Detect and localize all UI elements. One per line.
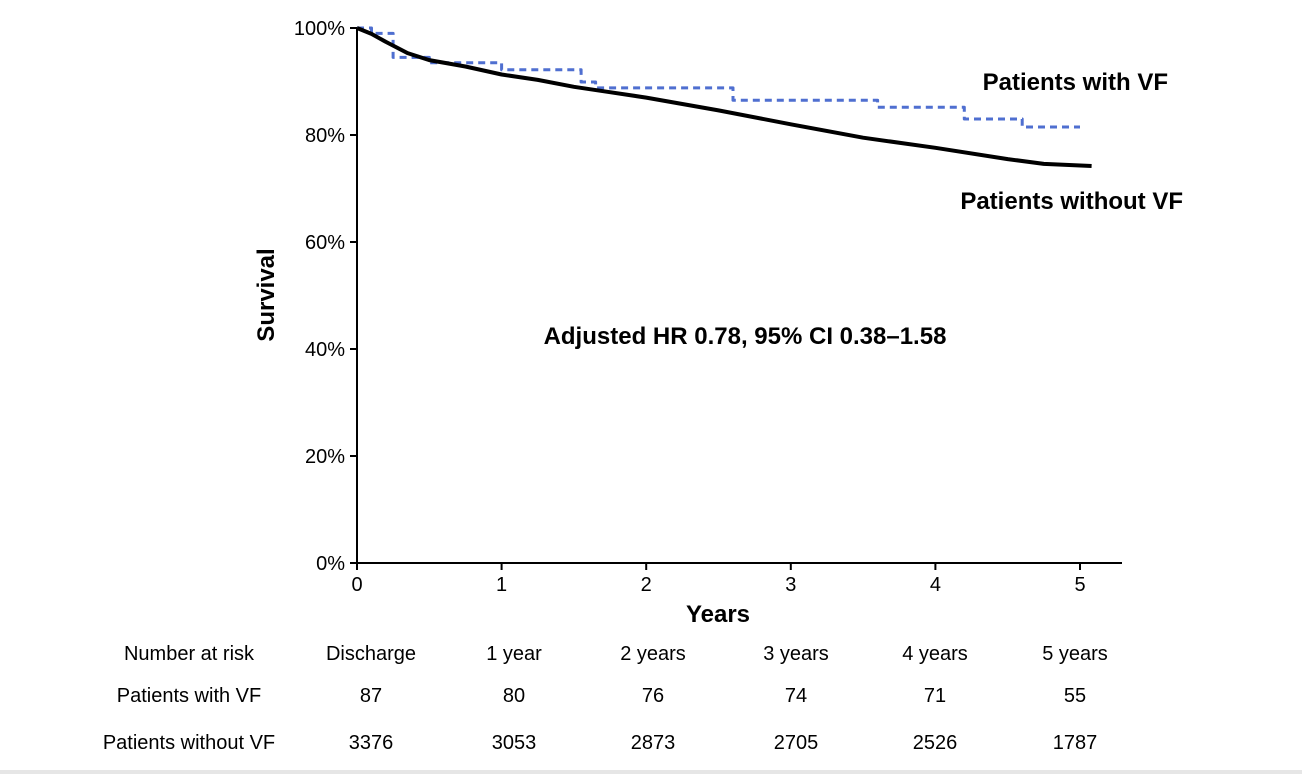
- risk-value: 76: [642, 685, 664, 707]
- y-tick-label: 100%: [294, 18, 345, 40]
- y-tick-label: 0%: [316, 553, 345, 575]
- y-tick-label: 20%: [305, 446, 345, 468]
- series-label-without-vf: Patients without VF: [960, 188, 1183, 215]
- risk-row-label-without-vf: Patients without VF: [103, 732, 275, 754]
- hazard-ratio-annotation: Adjusted HR 0.78, 95% CI 0.38–1.58: [544, 323, 947, 350]
- risk-value: 55: [1064, 685, 1086, 707]
- x-tick-label: 1: [496, 574, 507, 596]
- risk-table: Number at risk Discharge 1 year 2 years …: [103, 643, 1108, 754]
- risk-value: 87: [360, 685, 382, 707]
- y-tick-label: 60%: [305, 232, 345, 254]
- x-tick-label: 5: [1074, 574, 1085, 596]
- risk-value: 74: [785, 685, 807, 707]
- risk-column-3-years: 3 years: [763, 643, 829, 665]
- x-tick-label: 0: [351, 574, 362, 596]
- risk-column-4-years: 4 years: [902, 643, 968, 665]
- risk-value: 2873: [631, 732, 676, 754]
- risk-column-5-years: 5 years: [1042, 643, 1108, 665]
- risk-row-label-with-vf: Patients with VF: [117, 685, 262, 707]
- bottom-divider: [0, 770, 1302, 774]
- risk-value: 2526: [913, 732, 958, 754]
- x-tick-label: 2: [641, 574, 652, 596]
- y-axis-title: Survival: [253, 248, 280, 341]
- risk-column-2-years: 2 years: [620, 643, 686, 665]
- risk-value: 2705: [774, 732, 819, 754]
- risk-table-header: Number at risk: [124, 643, 255, 665]
- y-tick-label: 80%: [305, 125, 345, 147]
- risk-value: 3376: [349, 732, 394, 754]
- series-label-with-vf: Patients with VF: [983, 69, 1168, 96]
- risk-value: 71: [924, 685, 946, 707]
- risk-value: 3053: [492, 732, 537, 754]
- risk-value: 80: [503, 685, 525, 707]
- x-axis-title: Years: [686, 601, 750, 628]
- curve-patients-without-vf: [356, 26, 1092, 168]
- y-tick-label: 40%: [305, 339, 345, 361]
- x-tick-label: 3: [785, 574, 796, 596]
- x-tick-label: 4: [930, 574, 941, 596]
- risk-column-1-year: 1 year: [486, 643, 542, 665]
- risk-value: 1787: [1053, 732, 1098, 754]
- risk-column-discharge: Discharge: [326, 643, 416, 665]
